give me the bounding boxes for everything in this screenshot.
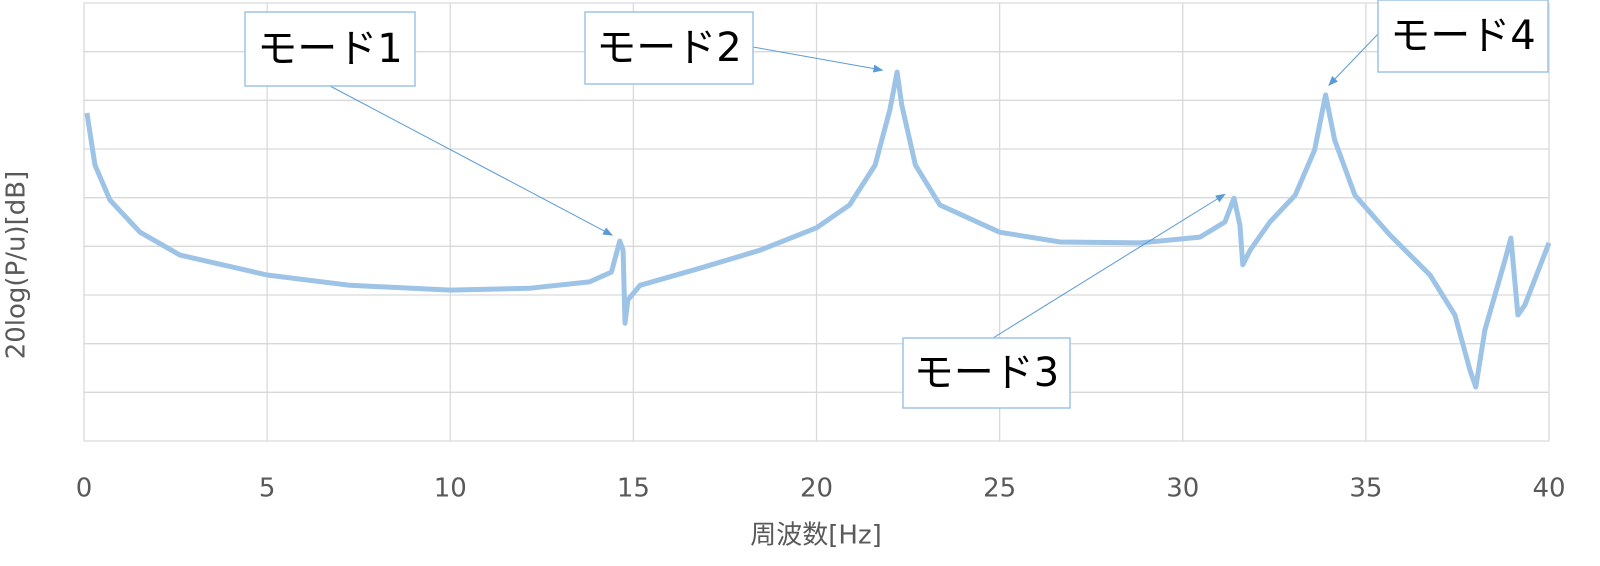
annotation-label: モード1 <box>257 26 402 72</box>
annotation-label: モード4 <box>1390 13 1535 59</box>
x-tick-label: 30 <box>1166 474 1199 504</box>
annotation-box <box>1377 0 1549 73</box>
x-tick-label: 0 <box>76 474 93 504</box>
x-tick-label: 10 <box>434 474 467 504</box>
x-tick-label: 40 <box>1532 474 1565 504</box>
x-tick-label: 35 <box>1349 474 1382 504</box>
annotation-arrow <box>1328 33 1379 86</box>
annotation-label: モード2 <box>596 25 741 71</box>
y-axis-title: 20log(P/u)[dB] <box>2 171 32 360</box>
x-tick-label: 15 <box>617 474 650 504</box>
annotation-box <box>902 337 1071 409</box>
annotation-box <box>244 11 416 87</box>
annotation-arrow <box>752 46 884 73</box>
annotation-label: モード3 <box>914 350 1059 396</box>
annotation-arrow <box>992 193 1226 339</box>
x-tick-label: 20 <box>800 474 833 504</box>
annotation-arrow <box>329 85 614 236</box>
x-tick-label: 5 <box>259 474 276 504</box>
data-line <box>84 69 1552 390</box>
annotation-box <box>584 11 754 85</box>
x-axis-title: 周波数[Hz] <box>750 521 882 551</box>
x-tick-label: 25 <box>983 474 1016 504</box>
